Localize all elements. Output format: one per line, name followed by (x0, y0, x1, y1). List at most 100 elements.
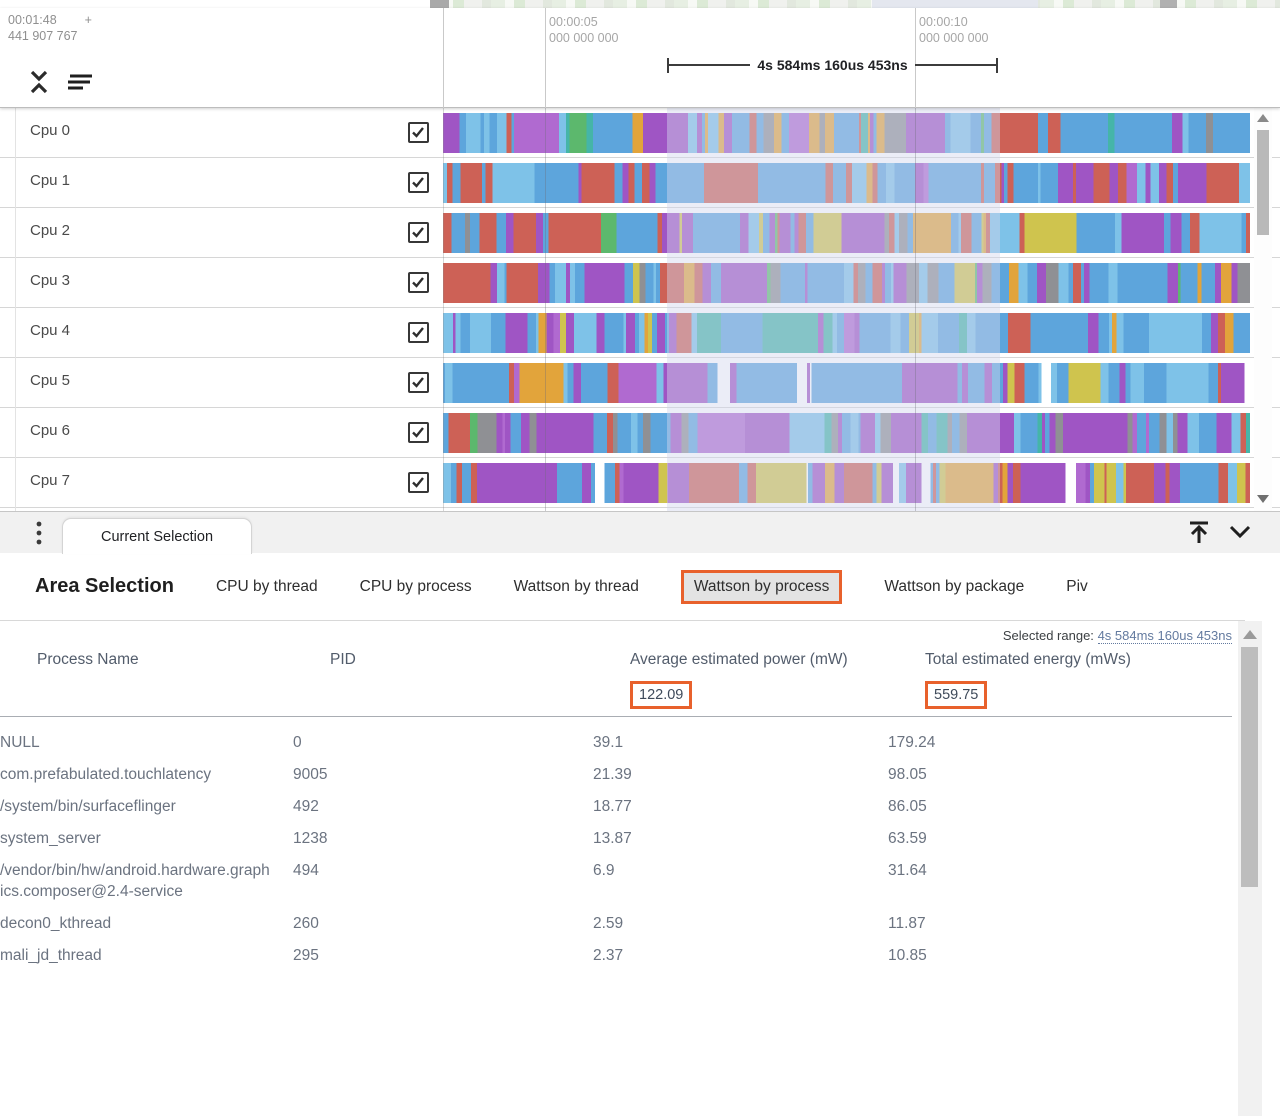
cursor-timestamp: 00:01:48 + 441 907 767 (8, 12, 92, 44)
tracks-scrollbar-thumb[interactable] (1257, 130, 1269, 235)
process-name-cell: /system/bin/surfaceflinger (0, 797, 176, 815)
cpu-slice-track[interactable] (443, 313, 1250, 353)
minimap-band (430, 0, 1280, 8)
expand-panel-to-top-icon[interactable] (1186, 518, 1212, 546)
tab-current-selection[interactable]: Current Selection (62, 518, 252, 554)
process-table-row[interactable]: system_server 1238 13.87 63.59 (0, 822, 1238, 854)
cpu-track-row[interactable]: Cpu 3 (0, 258, 1280, 308)
selected-range: Selected range: 4s 584ms 160us 453ns (1003, 628, 1232, 644)
selection-tab-wattson-by-thread[interactable]: Wattson by thread (513, 577, 639, 595)
selection-tab-cpu-by-process[interactable]: CPU by process (359, 577, 472, 595)
cpu-track-row[interactable]: Cpu 4 (0, 308, 1280, 358)
col-header-pid[interactable]: PID (330, 651, 356, 668)
checkmark-icon (412, 327, 424, 338)
avg-power-cell: 13.87 (593, 829, 632, 847)
checkmark-icon (412, 377, 424, 388)
cpu-track-row[interactable]: Cpu 0 (0, 108, 1280, 158)
cpu-track-label: Cpu 6 (30, 422, 71, 439)
timeline-left-edge (443, 8, 444, 108)
total-energy-cell: 63.59 (888, 829, 927, 847)
process-table-row[interactable]: NULL 0 39.1 179.24 (0, 726, 1238, 758)
table-totals-row: 122.09 559.75 (0, 671, 1232, 717)
cpu-track-label: Cpu 3 (30, 272, 71, 289)
total-energy-cell: 31.64 (888, 861, 927, 879)
cpu-track-checkbox[interactable] (408, 472, 429, 493)
tracks-scrollbar[interactable] (1254, 108, 1272, 511)
panel-scrollbar-thumb[interactable] (1241, 647, 1258, 887)
pid-cell: 9005 (293, 765, 328, 783)
pid-cell: 494 (293, 861, 319, 879)
selection-duration-bracket: 4s 584ms 160us 453ns (667, 52, 999, 78)
cpu-slice-track[interactable] (443, 413, 1250, 453)
pid-cell: 295 (293, 946, 319, 964)
cpu-slice-track[interactable] (443, 363, 1250, 403)
cpu-slice-track[interactable] (443, 163, 1250, 203)
cpu-slice-track[interactable] (443, 213, 1250, 253)
gridline-5s (545, 8, 546, 108)
checkmark-icon (412, 477, 424, 488)
cursor-time: 00:01:48 (8, 13, 57, 27)
timeline-header[interactable]: 00:01:48 + 441 907 767 00:00:05 000 000 00… (0, 8, 1280, 108)
col-header-total-energy[interactable]: Total estimated energy (mWs) (925, 651, 1131, 668)
process-name-cell: mali_jd_thread (0, 946, 102, 964)
cpu-track-checkbox[interactable] (408, 172, 429, 193)
cursor-plus: + (84, 13, 92, 27)
scroll-down-arrow-icon[interactable] (1257, 495, 1269, 503)
col-header-process-name[interactable]: Process Name (37, 651, 139, 668)
cpu-track-row[interactable]: Cpu 6 (0, 408, 1280, 458)
checkmark-icon (412, 427, 424, 438)
selected-range-link[interactable]: 4s 584ms 160us 453ns (1097, 628, 1232, 644)
table-header-row: Process Name PID Average estimated power… (0, 649, 1238, 671)
cpu-slice-track[interactable] (443, 263, 1250, 303)
selection-tab-wattson-by-process[interactable]: Wattson by process (680, 569, 843, 604)
cpu-slice-track[interactable] (443, 113, 1250, 153)
overview-minimap[interactable] (0, 0, 1280, 8)
panel-menu-kebab-icon[interactable] (30, 520, 48, 546)
pid-cell: 1238 (293, 829, 328, 847)
avg-power-cell: 21.39 (593, 765, 632, 783)
cpu-track-row[interactable]: Cpu 2 (0, 208, 1280, 258)
sort-tracks-icon[interactable] (66, 71, 94, 93)
gridline-10s-tracks (915, 108, 916, 511)
cpu-track-checkbox[interactable] (408, 322, 429, 343)
cpu-track-row[interactable]: Cpu 1 (0, 158, 1280, 208)
cpu-slice-track[interactable] (443, 463, 1250, 503)
process-table-row[interactable]: com.prefabulated.touchlatency 9005 21.39… (0, 758, 1238, 790)
collapse-panel-chevron-down-icon[interactable] (1228, 524, 1252, 540)
panel-scrollbar[interactable] (1238, 621, 1262, 1116)
cpu-track-checkbox[interactable] (408, 372, 429, 393)
cpu-track-checkbox[interactable] (408, 422, 429, 443)
selection-tab-wattson-by-package[interactable]: Wattson by package (884, 577, 1025, 595)
process-table-row[interactable]: decon0_kthread 260 2.59 11.87 (0, 907, 1238, 939)
cpu-track-checkbox[interactable] (408, 272, 429, 293)
scroll-up-arrow-icon[interactable] (1257, 114, 1269, 122)
wattson-by-process-panel: Selected range: 4s 584ms 160us 453ns Pro… (0, 621, 1280, 1116)
process-table-row[interactable]: mali_jd_thread 295 2.37 10.85 (0, 939, 1238, 971)
process-table-row[interactable]: /vendor/bin/hw/android.hardware.graphics… (0, 854, 1238, 907)
cpu-track-row[interactable]: Cpu 7 (0, 458, 1280, 508)
minimap-segment (430, 0, 449, 8)
cpu-track-label: Cpu 5 (30, 372, 71, 389)
process-name-cell: NULL (0, 733, 40, 751)
cpu-track-label: Cpu 0 (30, 122, 71, 139)
panel-scroll-up-arrow-icon[interactable] (1243, 630, 1257, 639)
cpu-track-label: Cpu 4 (30, 322, 71, 339)
selection-tab-cpu-by-thread[interactable]: CPU by thread (215, 577, 318, 595)
selection-tab-piv[interactable]: Piv (1066, 577, 1088, 595)
total-energy-annotated: 559.75 (925, 681, 988, 709)
wattson-process-table: Process Name PID Average estimated power… (0, 649, 1238, 971)
area-selection-header: Area Selection CPU by thread CPU by proc… (0, 553, 1280, 621)
gridline-10s (915, 8, 916, 108)
total-energy-cell: 10.85 (888, 946, 927, 964)
collapse-tracks-icon[interactable] (28, 68, 50, 96)
tab-current-selection-label: Current Selection (100, 528, 214, 545)
total-energy-cell: 98.05 (888, 765, 927, 783)
col-header-avg-power[interactable]: Average estimated power (mW) (630, 651, 848, 668)
cpu-track-checkbox[interactable] (408, 222, 429, 243)
process-table-row[interactable]: /system/bin/surfaceflinger 492 18.77 86.… (0, 790, 1238, 822)
cpu-track-checkbox[interactable] (408, 122, 429, 143)
avg-power-cell: 39.1 (593, 733, 624, 751)
total-energy-cell: 11.87 (888, 914, 926, 932)
cpu-track-row[interactable]: Cpu 5 (0, 358, 1280, 408)
